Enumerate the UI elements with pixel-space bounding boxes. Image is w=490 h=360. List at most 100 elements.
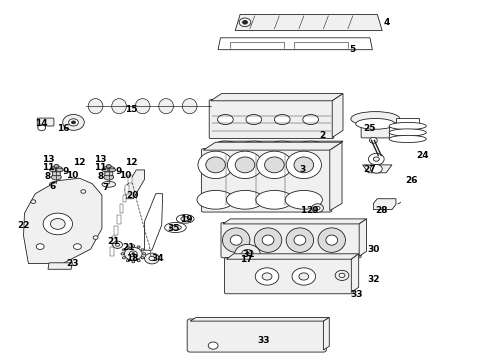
Circle shape <box>335 270 349 280</box>
Ellipse shape <box>198 151 233 179</box>
Polygon shape <box>218 38 372 50</box>
Circle shape <box>149 256 155 261</box>
FancyBboxPatch shape <box>209 100 334 139</box>
Ellipse shape <box>206 157 225 173</box>
Circle shape <box>43 213 73 235</box>
Circle shape <box>239 18 251 27</box>
Ellipse shape <box>243 141 265 148</box>
Ellipse shape <box>262 235 274 245</box>
Polygon shape <box>323 318 329 350</box>
Circle shape <box>122 249 125 251</box>
Circle shape <box>315 206 320 210</box>
Text: 14: 14 <box>35 118 48 127</box>
Bar <box>125 184 129 194</box>
Circle shape <box>129 251 137 257</box>
Circle shape <box>143 253 146 255</box>
Ellipse shape <box>51 174 61 180</box>
Ellipse shape <box>351 112 400 126</box>
Circle shape <box>116 243 120 246</box>
FancyBboxPatch shape <box>52 169 60 176</box>
Polygon shape <box>359 219 367 256</box>
Bar <box>128 175 132 183</box>
Text: 25: 25 <box>364 124 376 133</box>
Polygon shape <box>211 141 343 148</box>
Circle shape <box>242 249 253 258</box>
FancyBboxPatch shape <box>361 118 390 138</box>
Ellipse shape <box>104 174 114 180</box>
Circle shape <box>124 247 142 260</box>
Bar <box>122 195 126 202</box>
FancyBboxPatch shape <box>187 319 326 352</box>
Circle shape <box>235 244 260 263</box>
Text: 15: 15 <box>125 105 138 114</box>
Ellipse shape <box>159 99 173 114</box>
Text: 30: 30 <box>367 245 380 253</box>
Ellipse shape <box>303 114 318 125</box>
Text: 31: 31 <box>243 251 255 259</box>
Ellipse shape <box>246 114 262 125</box>
Circle shape <box>38 125 46 131</box>
Text: 6: 6 <box>50 182 56 191</box>
Bar <box>114 225 118 235</box>
Circle shape <box>137 260 140 262</box>
Circle shape <box>122 257 125 259</box>
Text: 35: 35 <box>168 224 180 233</box>
Text: 28: 28 <box>375 206 388 215</box>
Circle shape <box>126 260 129 262</box>
Circle shape <box>208 342 218 349</box>
Text: 24: 24 <box>416 151 429 160</box>
Circle shape <box>369 138 377 143</box>
Text: 11: 11 <box>42 163 54 172</box>
Text: 3: 3 <box>300 165 306 174</box>
Text: 10: 10 <box>119 171 131 180</box>
Ellipse shape <box>102 181 116 187</box>
Text: 26: 26 <box>405 176 418 185</box>
Text: 29: 29 <box>306 206 319 215</box>
Circle shape <box>339 273 345 278</box>
Ellipse shape <box>265 157 284 173</box>
Text: 19: 19 <box>180 215 193 224</box>
Circle shape <box>370 165 382 173</box>
Polygon shape <box>190 318 329 321</box>
Text: 21: 21 <box>107 238 120 246</box>
Circle shape <box>106 165 111 168</box>
Text: 34: 34 <box>151 254 164 263</box>
Text: 8: 8 <box>45 172 51 181</box>
Text: 8: 8 <box>98 172 103 181</box>
Circle shape <box>312 204 323 212</box>
Ellipse shape <box>218 114 233 125</box>
Circle shape <box>373 157 379 161</box>
Circle shape <box>243 21 247 24</box>
Polygon shape <box>363 165 392 173</box>
Ellipse shape <box>271 141 293 148</box>
FancyBboxPatch shape <box>37 118 54 126</box>
Ellipse shape <box>286 228 314 252</box>
Ellipse shape <box>254 228 282 252</box>
Ellipse shape <box>285 190 322 209</box>
Ellipse shape <box>170 225 181 230</box>
Polygon shape <box>373 199 396 210</box>
Ellipse shape <box>215 141 236 148</box>
Ellipse shape <box>389 122 426 130</box>
Ellipse shape <box>389 135 426 143</box>
Bar <box>117 215 121 224</box>
Text: 20: 20 <box>126 191 139 199</box>
Polygon shape <box>351 254 359 292</box>
Ellipse shape <box>108 168 116 172</box>
Text: 5: 5 <box>350 45 356 54</box>
Ellipse shape <box>49 181 63 187</box>
Ellipse shape <box>318 228 345 252</box>
Circle shape <box>141 249 144 251</box>
Polygon shape <box>24 178 102 264</box>
Ellipse shape <box>274 114 290 125</box>
Ellipse shape <box>112 99 126 114</box>
Circle shape <box>141 257 144 259</box>
Text: 33: 33 <box>257 336 270 345</box>
Circle shape <box>113 241 122 248</box>
Text: 10: 10 <box>66 171 79 180</box>
Ellipse shape <box>326 235 338 245</box>
Polygon shape <box>211 94 343 101</box>
FancyBboxPatch shape <box>105 169 113 176</box>
Ellipse shape <box>165 222 186 233</box>
Circle shape <box>69 119 78 126</box>
